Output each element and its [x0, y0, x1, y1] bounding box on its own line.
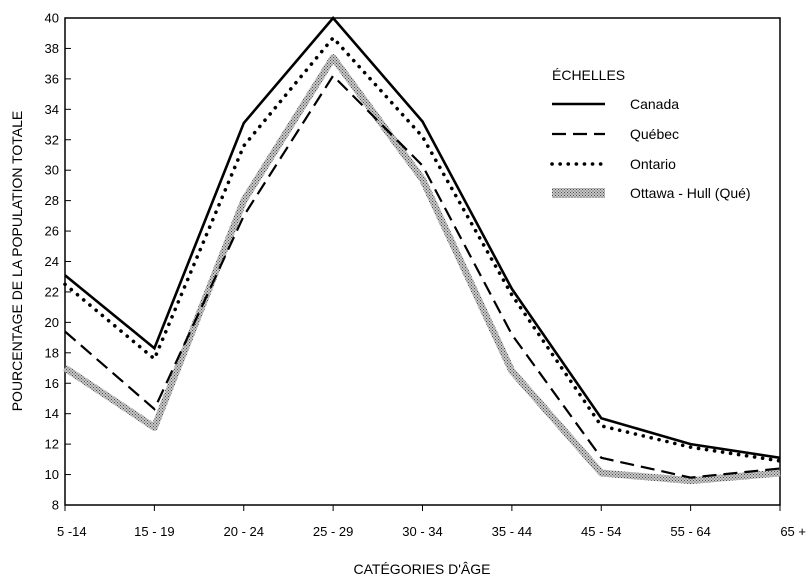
- series-line-3: [63, 35, 782, 463]
- y-tick-label: 14: [45, 406, 59, 421]
- x-tick-label: 5 -14: [57, 524, 87, 539]
- y-tick-label: 8: [52, 498, 59, 513]
- y-tick-label: 12: [45, 437, 59, 452]
- series-line-1: [64, 16, 781, 460]
- y-tick-label: 16: [45, 376, 59, 391]
- y-tick-label: 36: [45, 71, 59, 86]
- y-tick-label: 22: [45, 284, 59, 299]
- x-tick-label: 25 - 29: [313, 524, 353, 539]
- y-axis: 8 10 12 14 16 18 20 22 24 26 28 30 32 34 36 38 40: [45, 11, 71, 513]
- y-tick-label: 24: [45, 254, 59, 269]
- legend-label: Québec: [630, 126, 679, 142]
- series-line-2: [64, 74, 781, 479]
- x-tick-label: 35 - 44: [492, 524, 532, 539]
- x-tick-label: 20 - 24: [224, 524, 264, 539]
- x-tick-label: 55 - 64: [670, 524, 710, 539]
- x-tick-label: 30 - 34: [402, 524, 442, 539]
- y-tick-label: 40: [45, 11, 59, 26]
- legend-title: ÉCHELLES: [552, 67, 625, 83]
- x-axis: 5 -14 15 - 19 20 - 24 25 - 29 30 - 34 35 - 44…: [57, 505, 806, 539]
- series-line-4: [63, 54, 781, 485]
- y-tick-label: 34: [45, 102, 59, 117]
- y-axis-title: POURCENTAGE DE LA POPULATION TOTALE: [9, 111, 25, 412]
- x-tick-label: 15 - 19: [134, 524, 174, 539]
- legend-label: Ottawa - Hull (Qué): [630, 185, 751, 201]
- legend-swatch: [552, 188, 605, 198]
- series-lines: [63, 16, 782, 485]
- y-tick-label: 26: [45, 224, 59, 239]
- y-tick-label: 20: [45, 315, 59, 330]
- y-tick-label: 28: [45, 193, 59, 208]
- legend-label: Ontario: [630, 156, 676, 172]
- y-tick-label: 32: [45, 132, 59, 147]
- x-axis-title: CATÉGORIES D'ÂGE: [354, 561, 491, 577]
- x-tick-label: 65 +: [780, 524, 806, 539]
- y-tick-label: 38: [45, 41, 59, 56]
- y-tick-label: 30: [45, 163, 59, 178]
- legend-label: Canada: [630, 96, 679, 112]
- x-tick-label: 45 - 54: [581, 524, 621, 539]
- plot-frame: [64, 17, 781, 506]
- y-tick-label: 18: [45, 345, 59, 360]
- y-tick-label: 10: [45, 467, 59, 482]
- legend: ÉCHELLES Canada Québec Ontario Ottawa - Hul…: [550, 67, 751, 201]
